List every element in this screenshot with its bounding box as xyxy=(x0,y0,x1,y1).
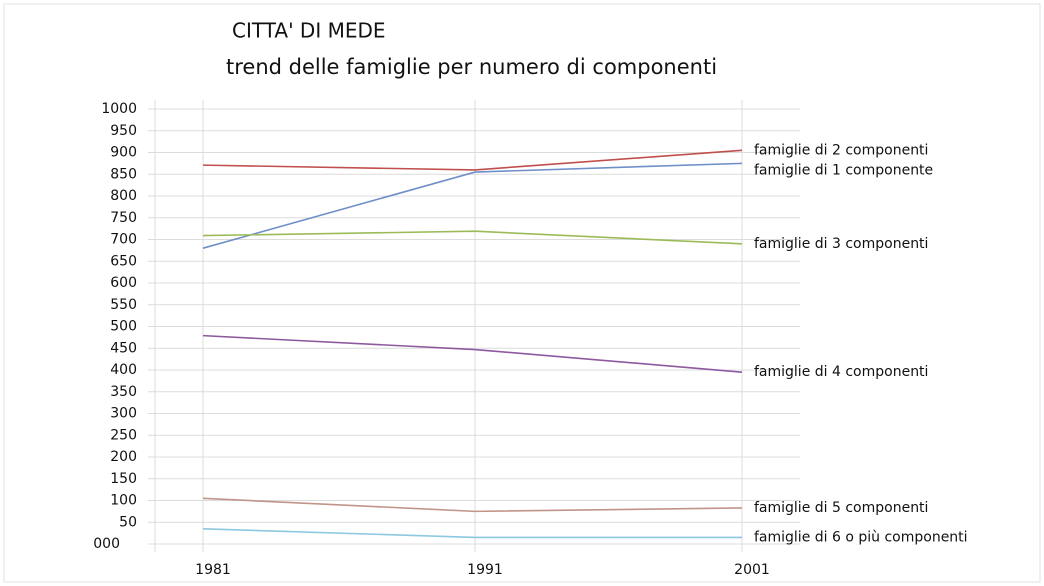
series-line xyxy=(202,149,743,171)
series-line xyxy=(202,230,743,245)
legend-label: famiglie di 5 componenti xyxy=(754,500,928,516)
x-tick-label: 2001 xyxy=(734,562,770,578)
x-tick-label: 1991 xyxy=(467,562,503,578)
y-tick-label: 350 xyxy=(110,384,137,400)
chart-subtitle: trend delle famiglie per numero di compo… xyxy=(226,55,717,79)
y-tick-label: 1000 xyxy=(101,101,137,117)
y-tick-label: 700 xyxy=(110,232,137,248)
series-line xyxy=(202,334,743,373)
legend-label: famiglie di 1 componente xyxy=(754,162,933,178)
y-tick-label: 950 xyxy=(110,123,137,139)
y-tick-label: 100 xyxy=(110,493,137,509)
y-tick-label: 900 xyxy=(110,145,137,161)
y-tick-label: 150 xyxy=(110,471,137,487)
y-tick-label: 000 xyxy=(93,536,120,552)
series-line xyxy=(202,497,743,513)
legend-label: famiglie di 6 o più componenti xyxy=(754,529,968,545)
y-tick-label: 550 xyxy=(110,297,137,313)
legend-label: famiglie di 3 componenti xyxy=(754,236,928,252)
y-tick-label: 400 xyxy=(110,362,137,378)
legend-label: famiglie di 2 componenti xyxy=(754,142,928,158)
y-tick-label: 650 xyxy=(110,253,137,269)
legend-label: famiglie di 4 componenti xyxy=(754,364,928,380)
frame xyxy=(3,3,1041,583)
x-tick-label: 1981 xyxy=(195,562,231,578)
y-tick-label: 450 xyxy=(110,340,137,356)
y-tick-label: 600 xyxy=(110,275,137,291)
y-tick-label: 500 xyxy=(110,319,137,335)
y-tick-label: 800 xyxy=(110,188,137,204)
y-tick-label: 850 xyxy=(110,166,137,182)
y-tick-label: 750 xyxy=(110,210,137,226)
y-tick-label: 200 xyxy=(110,449,137,465)
y-tick-label: 50 xyxy=(119,514,137,530)
y-tick-label: 300 xyxy=(110,406,137,422)
chart-title: CITTA' DI MEDE xyxy=(232,19,386,43)
series-line xyxy=(202,527,742,539)
series-line xyxy=(202,162,743,249)
y-tick-label: 250 xyxy=(110,427,137,443)
